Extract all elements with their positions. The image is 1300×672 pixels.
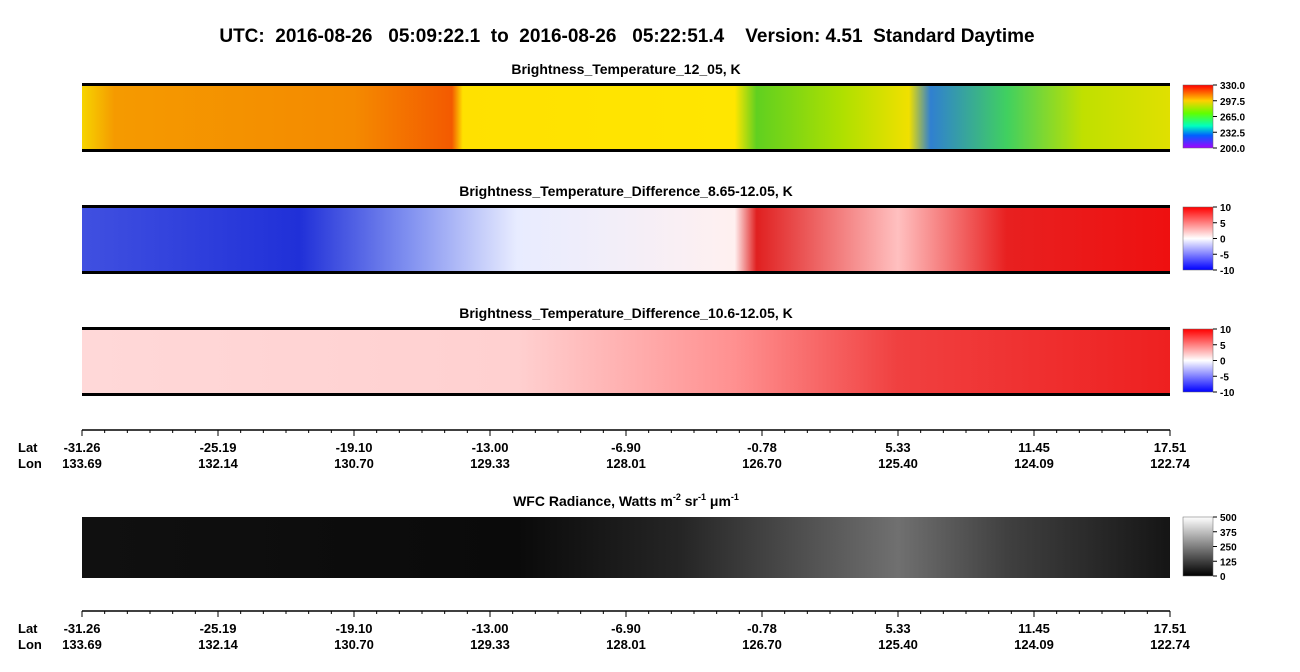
title-part: WFC Radiance, Watts m: [513, 493, 673, 509]
colorbar: [1182, 328, 1214, 393]
colorbar-tick-label: 250: [1220, 543, 1237, 554]
lon-tick-label: 133.69: [62, 637, 102, 652]
lat-tick-label: -19.10: [336, 621, 373, 636]
lat-label: Lat: [18, 621, 38, 636]
colorbar-tick-label: 265.0: [1220, 113, 1245, 124]
lat-tick-label: 11.45: [1018, 440, 1050, 455]
panel-title: Brightness_Temperature_Difference_8.65-1…: [459, 183, 793, 199]
lon-tick-label: 130.70: [334, 456, 374, 471]
title-part: -2: [673, 492, 681, 502]
colorbar-tick-label: 0: [1220, 235, 1226, 246]
lon-label: Lon: [18, 637, 42, 652]
lon-tick-label: 124.09: [1014, 456, 1054, 471]
scan-border: [82, 149, 1170, 152]
lat-tick-label: 17.51: [1154, 440, 1187, 455]
lon-tick-label: 129.33: [470, 637, 510, 652]
colorbar-tick-label: 125: [1220, 557, 1237, 568]
lon-tick-label: 132.14: [198, 456, 239, 471]
image-strip: [82, 517, 1170, 578]
colorbar-tick-label: 375: [1220, 528, 1237, 539]
lat-label: Lat: [18, 440, 38, 455]
lat-tick-label: -0.78: [747, 440, 777, 455]
colorbar: [1182, 206, 1214, 271]
lat-tick-label: -25.19: [200, 621, 237, 636]
page-title: UTC: 2016-08-26 05:09:22.1 to 2016-08-26…: [219, 26, 1034, 47]
title-part: sr: [681, 493, 699, 509]
colorbar-tick-label: -10: [1220, 266, 1235, 277]
panel-title: WFC Radiance, Watts m-2 sr-1 μm-1: [513, 492, 739, 509]
lon-tick-label: 122.74: [1150, 456, 1191, 471]
colorbar: [1182, 516, 1214, 577]
colorbar-tick-label: 0: [1220, 357, 1226, 368]
lat-tick-label: 5.33: [885, 621, 910, 636]
lon-tick-label: 128.01: [606, 456, 646, 471]
colorbar-tick-label: 0: [1220, 572, 1226, 583]
colorbar-tick-label: 330.0: [1220, 81, 1245, 92]
lat-tick-label: -13.00: [472, 440, 509, 455]
panel-title: Brightness_Temperature_Difference_10.6-1…: [459, 305, 793, 321]
colorbar-tick-label: -5: [1220, 250, 1229, 261]
scan-border: [82, 83, 1170, 86]
lon-tick-label: 130.70: [334, 637, 374, 652]
lat-tick-label: 11.45: [1018, 621, 1050, 636]
lon-label: Lon: [18, 456, 42, 471]
colorbar-tick-label: 10: [1220, 325, 1232, 336]
colorbar-tick-label: -10: [1220, 388, 1235, 399]
lon-tick-label: 129.33: [470, 456, 510, 471]
lat-tick-label: -6.90: [611, 440, 641, 455]
colorbar-tick-label: 5: [1220, 219, 1226, 230]
colorbar-tick-label: 200.0: [1220, 144, 1245, 155]
lat-tick-label: -31.26: [64, 440, 101, 455]
lon-tick-label: 126.70: [742, 637, 782, 652]
lat-tick-label: -31.26: [64, 621, 101, 636]
lat-tick-label: 5.33: [885, 440, 910, 455]
colorbar: [1182, 84, 1214, 149]
title-part: μm: [706, 493, 731, 509]
lon-tick-label: 125.40: [878, 456, 918, 471]
lat-tick-label: 17.51: [1154, 621, 1187, 636]
title-part: -1: [731, 492, 739, 502]
lon-tick-label: 126.70: [742, 456, 782, 471]
image-strip: [82, 207, 1170, 272]
colorbar-tick-label: 297.5: [1220, 97, 1245, 108]
scan-border: [82, 327, 1170, 330]
scan-border: [82, 271, 1170, 274]
image-strip: [82, 85, 1170, 150]
colorbar-tick-label: 5: [1220, 341, 1226, 352]
colorbar-tick-label: 232.5: [1220, 128, 1245, 139]
image-strip: [82, 329, 1170, 394]
scan-border: [82, 205, 1170, 208]
colorbar-tick-label: -5: [1220, 372, 1229, 383]
lon-tick-label: 133.69: [62, 456, 102, 471]
scan-border: [82, 393, 1170, 396]
lat-tick-label: -25.19: [200, 440, 237, 455]
colorbar-tick-label: 10: [1220, 203, 1232, 214]
lat-tick-label: -19.10: [336, 440, 373, 455]
lat-tick-label: -0.78: [747, 621, 777, 636]
lon-tick-label: 132.14: [198, 637, 239, 652]
lat-tick-label: -13.00: [472, 621, 509, 636]
colorbar-tick-label: 500: [1220, 513, 1237, 524]
title-part: -1: [698, 492, 706, 502]
lat-tick-label: -6.90: [611, 621, 641, 636]
lon-tick-label: 124.09: [1014, 637, 1054, 652]
panel-title: Brightness_Temperature_12_05, K: [511, 61, 740, 77]
lon-tick-label: 122.74: [1150, 637, 1191, 652]
lon-tick-label: 128.01: [606, 637, 646, 652]
lon-tick-label: 125.40: [878, 637, 918, 652]
